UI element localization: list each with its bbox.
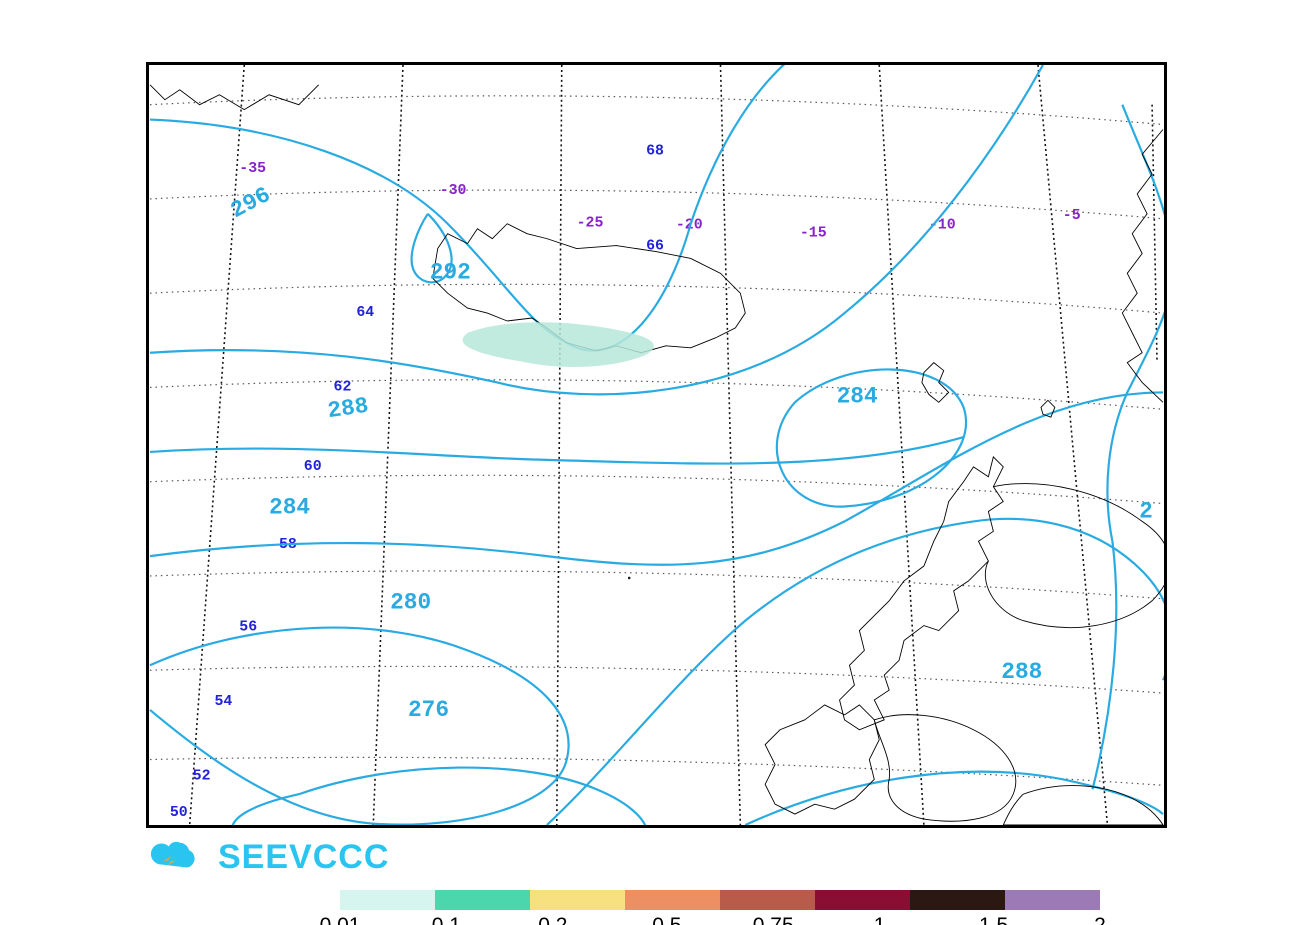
geop-label-280: 280 (390, 590, 431, 616)
cb-segment-1 (435, 890, 530, 910)
lat-label-54: 54 (214, 694, 232, 710)
geop-label-288b: 288 (1001, 659, 1042, 685)
geopotential-contour-lines (150, 65, 1164, 825)
lon-label-neg35: -35 (239, 161, 266, 177)
cb-segment-0 (340, 890, 435, 910)
geopotential-contour-labels: 296 292 288 284 280 276 276 284 288 2 (226, 182, 1152, 825)
lat-label-62: 62 (334, 379, 352, 395)
cb-segment-7 (1005, 890, 1100, 910)
cb-tick-1: 1 (874, 914, 886, 925)
geop-label-296: 296 (226, 182, 274, 224)
cb-tick-0.5: 0.5 (652, 914, 681, 925)
lat-label-64: 64 (356, 305, 374, 321)
geop-label-284c: 2 (1139, 498, 1153, 524)
cb-tick-1.5: 1.5 (979, 914, 1008, 925)
seevccc-logo: SEEVCCC (150, 834, 389, 880)
geop-label-288a: 288 (326, 393, 370, 424)
geop-label-284a: 284 (269, 494, 310, 520)
dust-load-patch (463, 322, 654, 367)
geop-label-284b: 284 (837, 383, 878, 409)
colorbar-gradient (340, 890, 1100, 910)
lat-label-50: 50 (170, 805, 188, 821)
cb-tick-0.75: 0.75 (753, 914, 794, 925)
cb-segment-3 (625, 890, 720, 910)
cb-tick-0.1: 0.1 (432, 914, 461, 925)
cb-segment-5 (815, 890, 910, 910)
cb-tick-2: 2 (1094, 914, 1106, 925)
map-panel[interactable]: 68 66 64 62 60 58 56 54 52 50 -35 -30 -2… (146, 62, 1167, 828)
map-svg: 68 66 64 62 60 58 56 54 52 50 -35 -30 -2… (149, 65, 1164, 825)
cb-segment-6 (910, 890, 1005, 910)
geop-label-276a: 276 (408, 697, 449, 723)
coastlines (150, 85, 1164, 825)
lon-label-neg25: -25 (577, 216, 604, 232)
cb-segment-4 (720, 890, 815, 910)
longitude-gridlines (190, 65, 1157, 825)
logo-wordmark: SEEVCCC (218, 838, 389, 877)
colorbar-tick-labels: 0.01 0.1 0.2 0.5 0.75 1 1.5 2 (340, 914, 1100, 925)
lat-label-60: 60 (304, 459, 322, 475)
map-dot-artifact (628, 577, 631, 580)
cb-segment-2 (530, 890, 625, 910)
lon-label-neg5: -5 (1063, 208, 1081, 224)
cb-tick-0.01: 0.01 (320, 914, 361, 925)
cb-tick-0.2: 0.2 (538, 914, 567, 925)
cloud-icon (150, 837, 210, 877)
lat-label-68: 68 (646, 143, 664, 159)
lat-label-52: 52 (193, 768, 211, 784)
dust-load-colorbar[interactable]: 0.01 0.1 0.2 0.5 0.75 1 1.5 2 (340, 890, 1100, 925)
lon-label-neg15: -15 (800, 226, 827, 242)
lon-label-neg30: -30 (440, 183, 467, 199)
geop-label-292: 292 (430, 259, 471, 285)
